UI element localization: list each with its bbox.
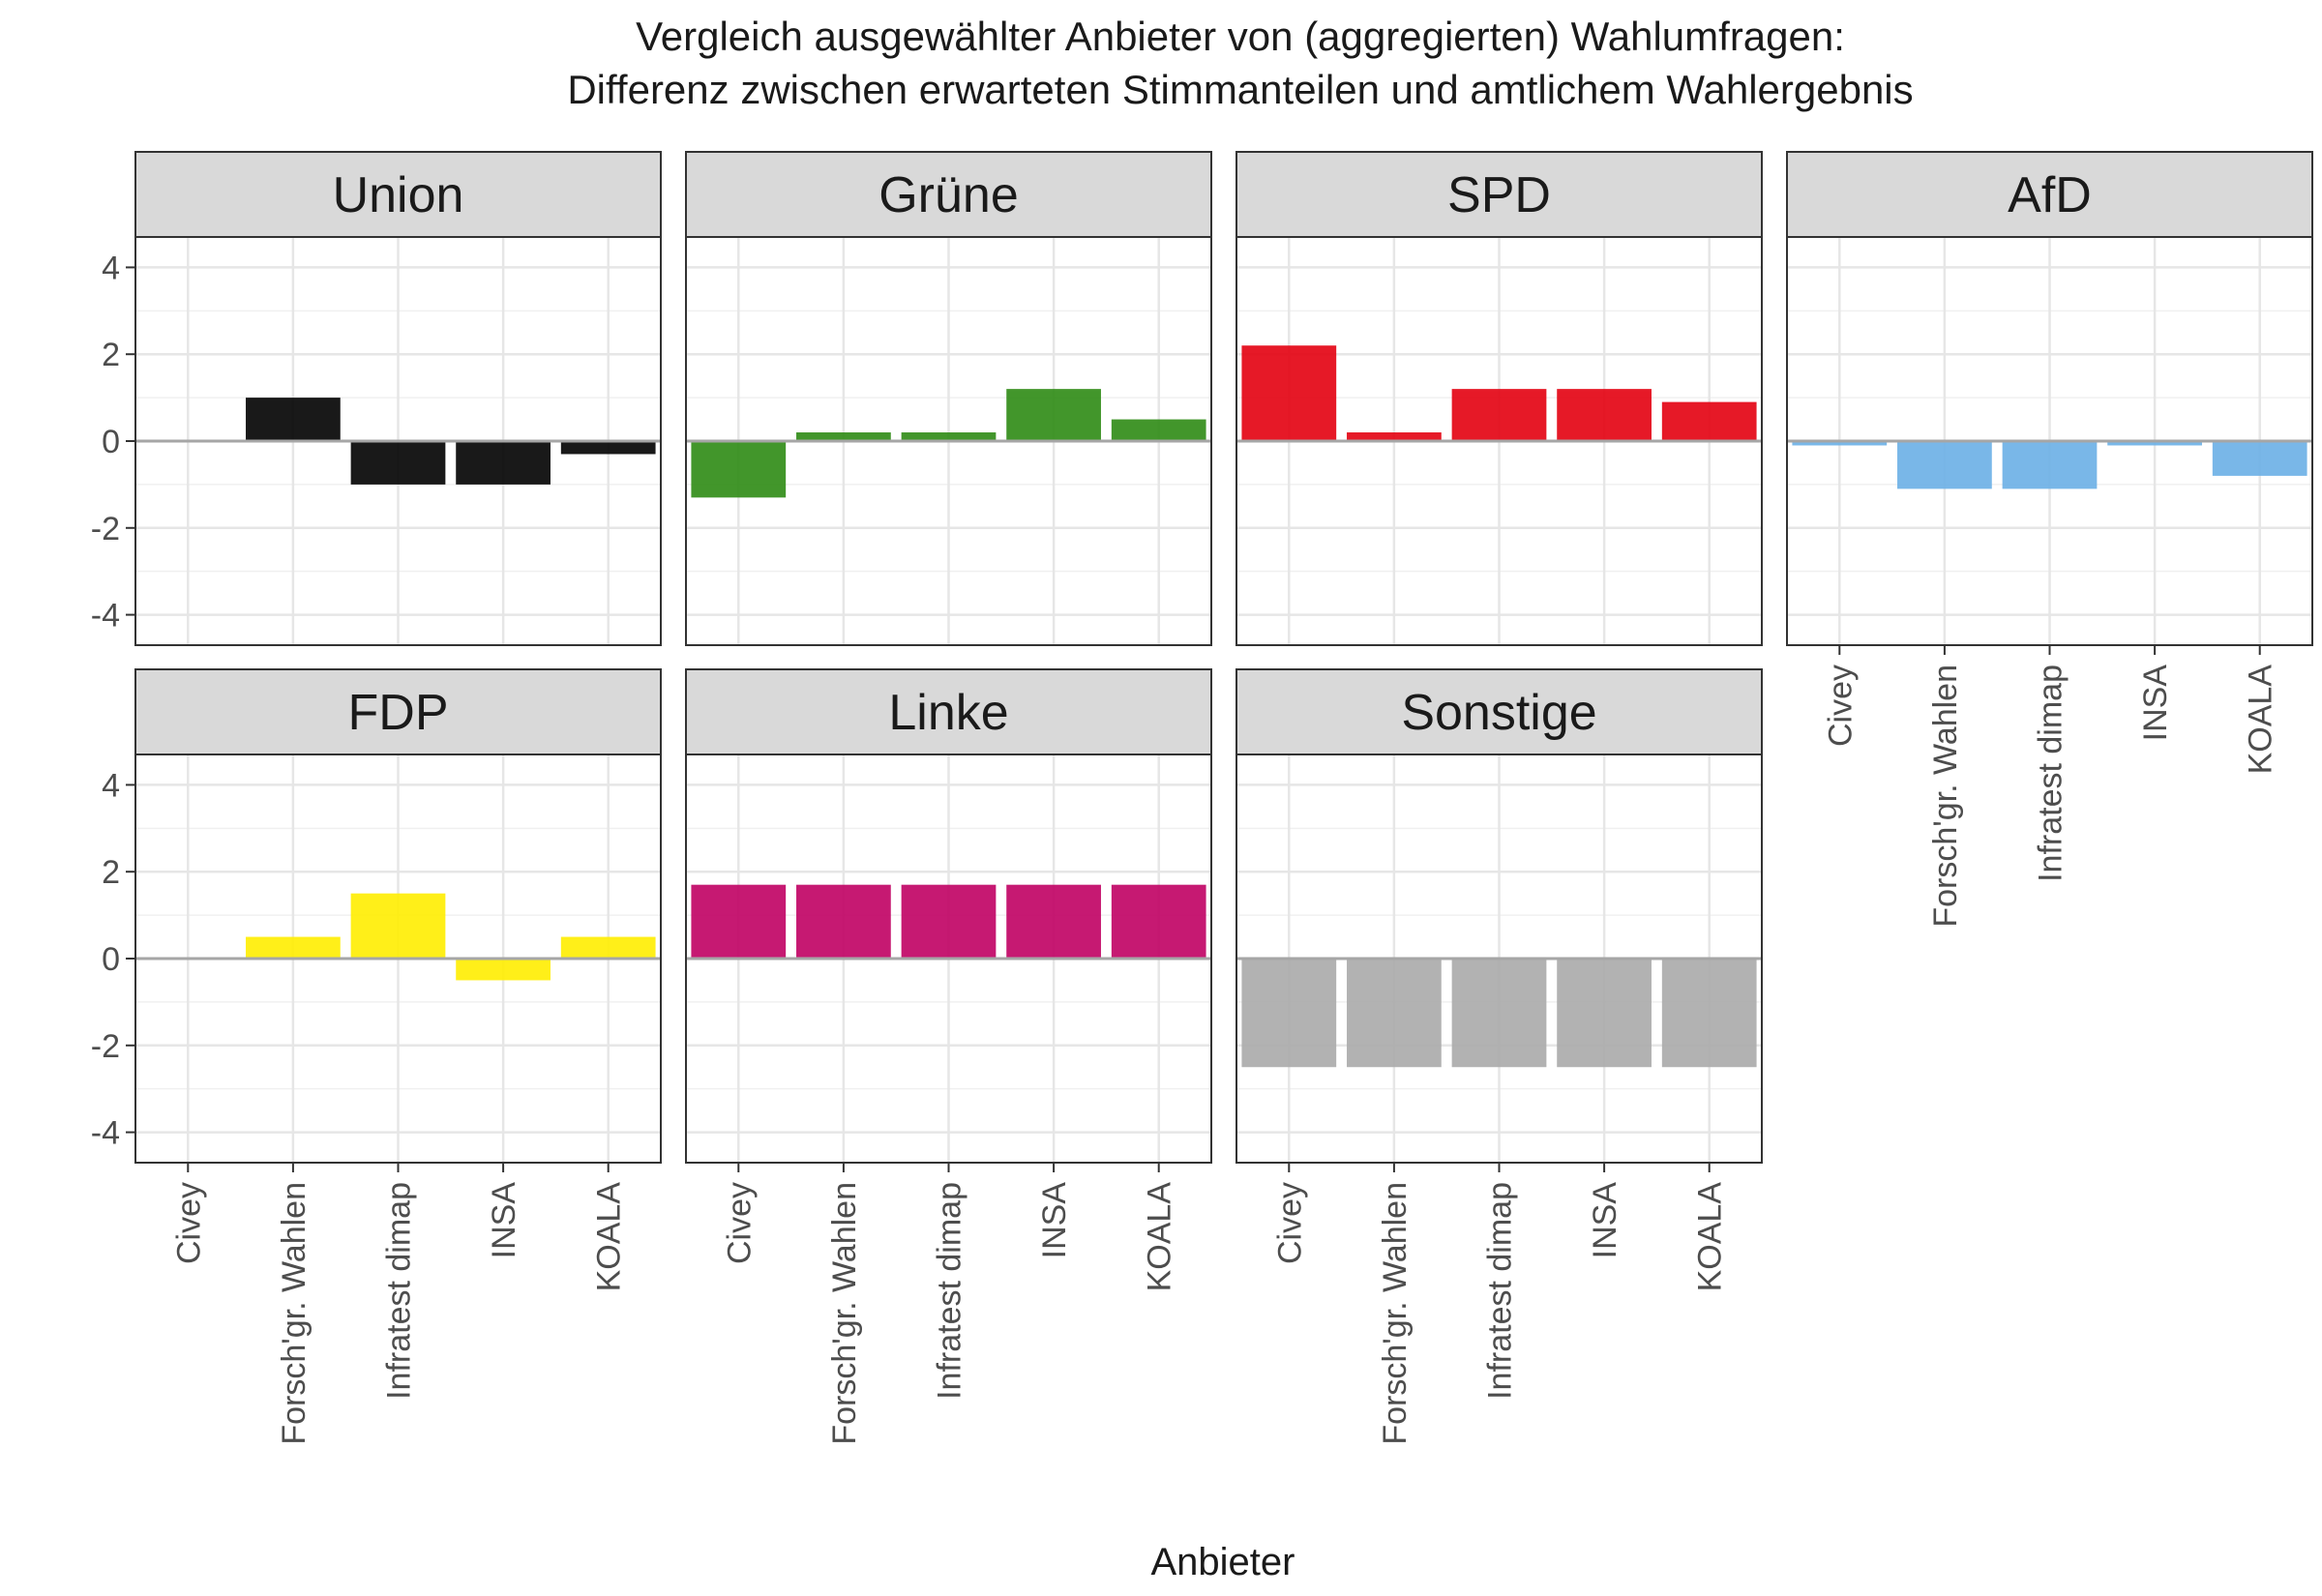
x-tick-label: Infratest dimap — [2033, 665, 2069, 882]
bar — [1451, 389, 1547, 441]
bar — [456, 441, 551, 485]
bar — [1792, 441, 1888, 446]
bar — [456, 959, 551, 981]
x-tick-label: KOALA — [2243, 665, 2279, 775]
facet-strip-label: Sonstige — [1401, 685, 1596, 741]
facet-panel: Union 4 2 0 -2 -4 — [91, 151, 662, 646]
facet-panel: FDP 4 2 0 -2 -4 Civey Forsch'gr. Wahlen Infrates… — [91, 668, 662, 1445]
y-tick-label: 4 — [102, 767, 120, 804]
panel-border — [1235, 236, 1763, 646]
chart-title-line: Differenz zwischen erwarteten Stimmantei… — [567, 67, 1913, 112]
facet-panel: SPD — [1235, 151, 1763, 646]
x-tick-label: Infratest dimap — [1482, 1182, 1519, 1400]
y-tick-label: -2 — [91, 1028, 120, 1065]
x-tick-label: Civey — [721, 1182, 758, 1264]
facet-strip — [685, 151, 1212, 238]
bar — [2212, 441, 2307, 476]
x-tick-label: Civey — [1271, 1182, 1308, 1264]
facet-strip-label: AfD — [2008, 167, 2092, 223]
bar — [246, 936, 341, 959]
bar — [796, 884, 891, 959]
y-tick-label: 2 — [102, 337, 120, 373]
facet-strip — [134, 151, 662, 238]
bar — [1241, 959, 1337, 1068]
facet-strip-label: SPD — [1447, 167, 1551, 223]
bar — [1111, 884, 1206, 959]
facet-panels: Union 4 2 0 -2 -4 Grüne SPD AfD Civey Forsch'gr. W… — [91, 151, 2313, 1445]
bar — [350, 893, 446, 959]
x-tick-label: Forsch'gr. Wahlen — [276, 1182, 313, 1445]
bar — [691, 884, 787, 959]
facet-panel: Linke Civey Forsch'gr. Wahlen Infratest dim… — [685, 668, 1212, 1445]
bar — [1111, 419, 1206, 441]
facet-strip-label: Union — [333, 167, 464, 223]
x-tick-label: INSA — [1587, 1182, 1623, 1259]
x-tick-label: Forsch'gr. Wahlen — [1927, 665, 1964, 928]
chart-title: Vergleich ausgewählter Anbieter von (agg… — [567, 14, 1913, 112]
facet-strip-label: Grüne — [878, 167, 1019, 223]
x-tick-label: INSA — [2137, 665, 2174, 742]
bar — [1347, 959, 1442, 1068]
facet-strip-label: FDP — [348, 685, 449, 741]
facet-strip — [134, 668, 662, 755]
bar — [350, 441, 446, 485]
facet-strip — [1235, 151, 1763, 238]
bar — [1897, 441, 1992, 489]
facet-panel: Grüne — [685, 151, 1212, 646]
y-tick-label: 0 — [102, 424, 120, 460]
x-tick-label: Civey — [1822, 665, 1859, 747]
bar — [2002, 441, 2098, 489]
facet-panel: Sonstige Civey Forsch'gr. Wahlen Infratest … — [1235, 668, 1763, 1445]
y-tick-label: 4 — [102, 250, 120, 286]
y-tick-label: -2 — [91, 511, 120, 547]
y-tick-label: -4 — [91, 1115, 120, 1152]
x-tick-label: INSA — [486, 1182, 522, 1259]
panel-border — [685, 236, 1212, 646]
bar — [691, 441, 787, 498]
bar — [901, 432, 997, 441]
bar — [1557, 959, 1652, 1068]
x-tick-label: Forsch'gr. Wahlen — [826, 1182, 863, 1445]
facet-strip-label: Linke — [888, 685, 1008, 741]
bar — [1451, 959, 1547, 1068]
y-tick-label: 0 — [102, 941, 120, 978]
bar — [246, 398, 341, 441]
bar — [560, 936, 656, 959]
bar — [1006, 389, 1101, 441]
chart-title-line: Vergleich ausgewählter Anbieter von (agg… — [636, 14, 1845, 59]
bar — [1241, 345, 1337, 441]
bar — [901, 884, 997, 959]
bar — [1347, 432, 1442, 441]
y-tick-label: -4 — [91, 598, 120, 635]
x-tick-label: KOALA — [1692, 1182, 1729, 1292]
bar — [2107, 441, 2202, 446]
facet-strip — [1235, 668, 1763, 755]
bar — [1661, 401, 1757, 441]
x-tick-label: Infratest dimap — [381, 1182, 418, 1400]
y-tick-label: 2 — [102, 854, 120, 891]
bar — [560, 441, 656, 455]
x-tick-label: Civey — [170, 1182, 207, 1264]
x-tick-label: KOALA — [1142, 1182, 1178, 1292]
bar — [1006, 884, 1101, 959]
bar — [796, 432, 891, 441]
facet-strip — [685, 668, 1212, 755]
facet-panel: AfD Civey Forsch'gr. Wahlen Infratest dimap… — [1786, 151, 2313, 928]
x-tick-label: Infratest dimap — [932, 1182, 968, 1400]
x-axis-title: Anbieter — [1151, 1541, 1295, 1583]
bar — [1557, 389, 1652, 441]
bar — [1661, 959, 1757, 1068]
x-tick-label: KOALA — [591, 1182, 628, 1292]
x-tick-label: INSA — [1036, 1182, 1073, 1259]
x-tick-label: Forsch'gr. Wahlen — [1377, 1182, 1414, 1445]
